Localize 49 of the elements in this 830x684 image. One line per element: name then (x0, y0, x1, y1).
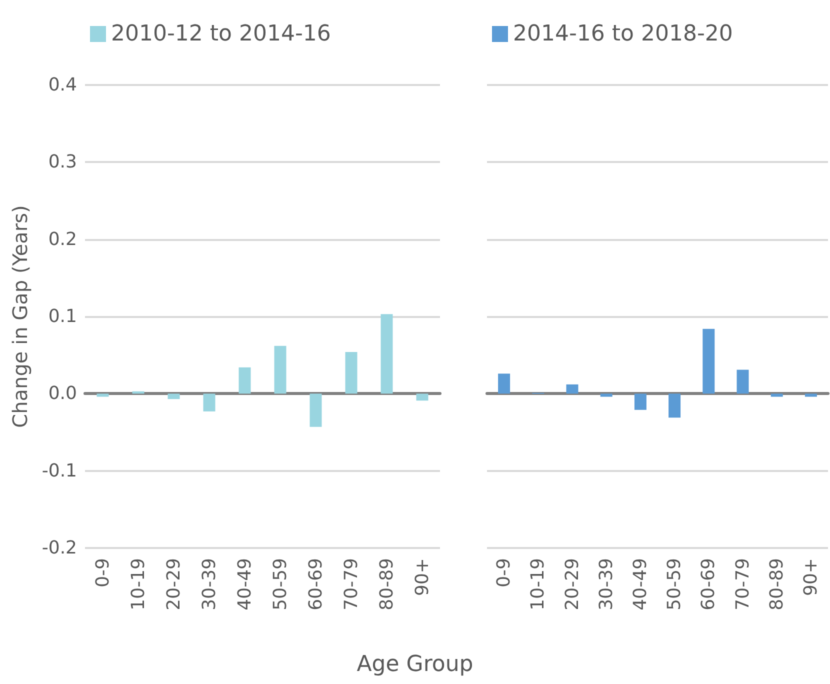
bar (203, 394, 216, 412)
bar (668, 394, 681, 418)
x-tick-label: 80-89 (376, 558, 398, 610)
bar (702, 328, 715, 394)
bar (498, 374, 510, 394)
legend-label: 2010-12 to 2014-16 (111, 22, 331, 46)
y-tick-label: 0.3 (48, 152, 77, 173)
x-tick-label: 70-79 (340, 558, 362, 610)
x-tick-label: 10-19 (528, 558, 549, 610)
bar (380, 314, 393, 394)
bar (310, 394, 322, 427)
bar (416, 394, 428, 401)
y-tick-label: 0.0 (48, 383, 77, 404)
bar (345, 352, 358, 394)
bar (804, 394, 817, 397)
x-tick-label: 0-9 (494, 558, 515, 588)
x-tick-label: 30-39 (198, 558, 220, 610)
x-tick-label: 60-69 (698, 558, 720, 610)
x-tick-label: 0-9 (92, 558, 114, 588)
bar (168, 394, 180, 400)
legend-label: 2014-16 to 2018-20 (513, 22, 733, 46)
x-tick-label: 50-59 (270, 558, 291, 610)
x-axis-title: Age Group (356, 652, 474, 679)
x-tick-label: 40-49 (630, 558, 651, 610)
x-tick-label: 90+ (800, 558, 822, 596)
x-tick-label: 30-39 (596, 558, 617, 610)
x-tick-label: 80-89 (766, 558, 788, 610)
y-tick-label: 0.1 (48, 306, 77, 327)
x-tick-label: 50-59 (664, 558, 686, 610)
bar (96, 394, 109, 397)
x-tick-label: 20-29 (562, 558, 583, 610)
x-tick-label: 40-49 (234, 558, 256, 610)
y-tick-label: 0.2 (48, 228, 77, 250)
bar (770, 394, 783, 397)
y-tick-label: -0.2 (42, 538, 77, 558)
bar (274, 346, 286, 394)
bar (238, 367, 251, 394)
bar (566, 384, 578, 394)
x-tick-label: 60-69 (305, 558, 326, 610)
x-tick-label: 70-79 (732, 558, 754, 610)
x-tick-label: 20-29 (163, 558, 184, 610)
y-tick-label: 0.4 (48, 74, 77, 96)
y-tick-label: -0.1 (42, 460, 77, 482)
bar (736, 370, 749, 394)
bar (634, 394, 646, 410)
bar (600, 394, 612, 397)
x-tick-label: 10-19 (128, 558, 149, 610)
y-axis-title: Change in Gap (Years) (8, 205, 32, 428)
x-tick-label: 90+ (412, 558, 433, 596)
